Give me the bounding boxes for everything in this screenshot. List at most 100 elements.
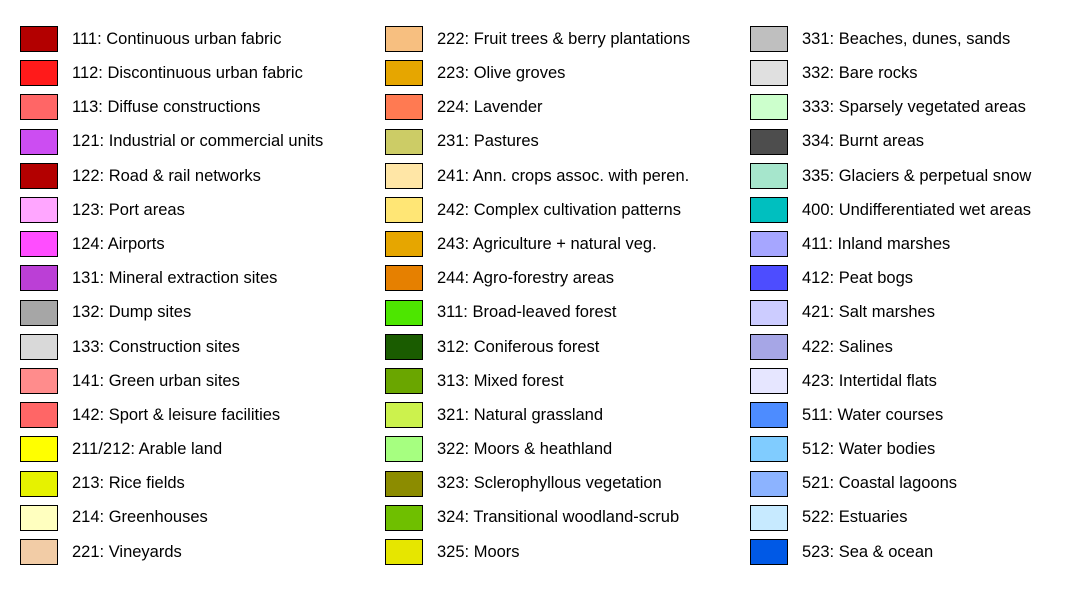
color-swatch bbox=[20, 162, 58, 189]
legend-item: 521: Coastal lagoons bbox=[750, 466, 1031, 500]
legend-item: 335: Glaciers & perpetual snow bbox=[750, 159, 1031, 193]
legend-item: 325: Moors bbox=[385, 535, 690, 569]
legend-item: 333: Sparsely vegetated areas bbox=[750, 90, 1031, 124]
color-swatch bbox=[20, 26, 58, 53]
color-swatch bbox=[20, 504, 58, 531]
legend-item: 221: Vineyards bbox=[20, 535, 323, 569]
legend-item: 313: Mixed forest bbox=[385, 364, 690, 398]
legend-item: 142: Sport & leisure facilities bbox=[20, 398, 323, 432]
color-swatch bbox=[750, 333, 788, 360]
legend-label: 131: Mineral extraction sites bbox=[72, 269, 278, 288]
color-swatch bbox=[385, 60, 423, 87]
legend-item: 213: Rice fields bbox=[20, 466, 323, 500]
legend-label: 331: Beaches, dunes, sands bbox=[802, 29, 1011, 48]
color-swatch bbox=[750, 470, 788, 497]
legend-item: 312: Coniferous forest bbox=[385, 330, 690, 364]
legend-label: 111: Continuous urban fabric bbox=[72, 29, 282, 48]
color-swatch bbox=[385, 436, 423, 463]
color-swatch bbox=[20, 265, 58, 292]
legend-label: 211/212: Arable land bbox=[72, 440, 223, 459]
legend-label: 422: Salines bbox=[802, 337, 893, 356]
legend-item: 222: Fruit trees & berry plantations bbox=[385, 22, 690, 56]
legend-label: 335: Glaciers & perpetual snow bbox=[802, 166, 1032, 185]
color-swatch bbox=[20, 94, 58, 121]
color-swatch bbox=[750, 94, 788, 121]
legend-label: 521: Coastal lagoons bbox=[802, 474, 958, 493]
color-swatch bbox=[20, 197, 58, 224]
legend-label: 244: Agro-forestry areas bbox=[437, 269, 615, 288]
color-swatch bbox=[750, 265, 788, 292]
legend-label: 511: Water courses bbox=[802, 405, 944, 424]
legend-label: 400: Undifferentiated wet areas bbox=[802, 200, 1032, 219]
color-swatch bbox=[385, 26, 423, 53]
legend-item: 132: Dump sites bbox=[20, 296, 323, 330]
color-swatch bbox=[750, 197, 788, 224]
color-swatch bbox=[385, 197, 423, 224]
legend-label: 311: Broad-leaved forest bbox=[437, 303, 617, 322]
color-swatch bbox=[750, 538, 788, 565]
legend-label: 142: Sport & leisure facilities bbox=[72, 405, 281, 424]
color-swatch bbox=[385, 94, 423, 121]
legend-item: 511: Water courses bbox=[750, 398, 1031, 432]
legend-label: 512: Water bodies bbox=[802, 440, 936, 459]
color-swatch bbox=[750, 504, 788, 531]
legend-label: 224: Lavender bbox=[437, 98, 543, 117]
legend-item: 334: Burnt areas bbox=[750, 125, 1031, 159]
color-swatch bbox=[20, 470, 58, 497]
legend-label: 411: Inland marshes bbox=[802, 234, 951, 253]
color-swatch bbox=[385, 231, 423, 258]
legend-label: 133: Construction sites bbox=[72, 337, 240, 356]
legend-label: 312: Coniferous forest bbox=[437, 337, 600, 356]
legend-item: 242: Complex cultivation patterns bbox=[385, 193, 690, 227]
color-swatch bbox=[750, 231, 788, 258]
color-swatch bbox=[385, 265, 423, 292]
legend-column-2: 222: Fruit trees & berry plantations 223:… bbox=[385, 22, 690, 569]
legend-label: 322: Moors & heathland bbox=[437, 440, 613, 459]
color-swatch bbox=[20, 333, 58, 360]
color-swatch bbox=[750, 367, 788, 394]
color-swatch bbox=[20, 231, 58, 258]
legend-label: 112: Discontinuous urban fabric bbox=[72, 64, 303, 83]
legend-item: 211/212: Arable land bbox=[20, 432, 323, 466]
color-swatch bbox=[385, 504, 423, 531]
legend-item: 231: Pastures bbox=[385, 125, 690, 159]
color-swatch bbox=[750, 60, 788, 87]
legend-item: 523: Sea & ocean bbox=[750, 535, 1031, 569]
legend-label: 243: Agriculture + natural veg. bbox=[437, 234, 657, 253]
legend-item: 412: Peat bogs bbox=[750, 261, 1031, 295]
legend-label: 231: Pastures bbox=[437, 132, 539, 151]
color-swatch bbox=[20, 60, 58, 87]
legend-item: 331: Beaches, dunes, sands bbox=[750, 22, 1031, 56]
legend-item: 124: Airports bbox=[20, 227, 323, 261]
legend-item: 224: Lavender bbox=[385, 90, 690, 124]
legend-label: 423: Intertidal flats bbox=[802, 371, 937, 390]
legend-label: 123: Port areas bbox=[72, 200, 185, 219]
legend-item: 324: Transitional woodland-scrub bbox=[385, 501, 690, 535]
color-swatch bbox=[385, 128, 423, 155]
color-swatch bbox=[385, 402, 423, 429]
color-swatch bbox=[20, 402, 58, 429]
color-swatch bbox=[750, 436, 788, 463]
legend-label: 222: Fruit trees & berry plantations bbox=[437, 29, 691, 48]
color-swatch bbox=[20, 128, 58, 155]
legend-label: 213: Rice fields bbox=[72, 474, 185, 493]
legend-item: 332: Bare rocks bbox=[750, 56, 1031, 90]
legend-item: 400: Undifferentiated wet areas bbox=[750, 193, 1031, 227]
legend-label: 523: Sea & ocean bbox=[802, 542, 934, 561]
legend-item: 244: Agro-forestry areas bbox=[385, 261, 690, 295]
legend-item: 321: Natural grassland bbox=[385, 398, 690, 432]
color-swatch bbox=[750, 26, 788, 53]
legend-item: 243: Agriculture + natural veg. bbox=[385, 227, 690, 261]
legend-label: 323: Sclerophyllous vegetation bbox=[437, 474, 662, 493]
legend-label: 412: Peat bogs bbox=[802, 269, 914, 288]
legend-label: 132: Dump sites bbox=[72, 303, 192, 322]
color-swatch bbox=[750, 299, 788, 326]
legend-label: 214: Greenhouses bbox=[72, 508, 208, 527]
color-swatch bbox=[385, 299, 423, 326]
legend-label: 113: Diffuse constructions bbox=[72, 98, 261, 117]
legend-item: 141: Green urban sites bbox=[20, 364, 323, 398]
legend-label: 121: Industrial or commercial units bbox=[72, 132, 324, 151]
legend-item: 131: Mineral extraction sites bbox=[20, 261, 323, 295]
legend-item: 423: Intertidal flats bbox=[750, 364, 1031, 398]
